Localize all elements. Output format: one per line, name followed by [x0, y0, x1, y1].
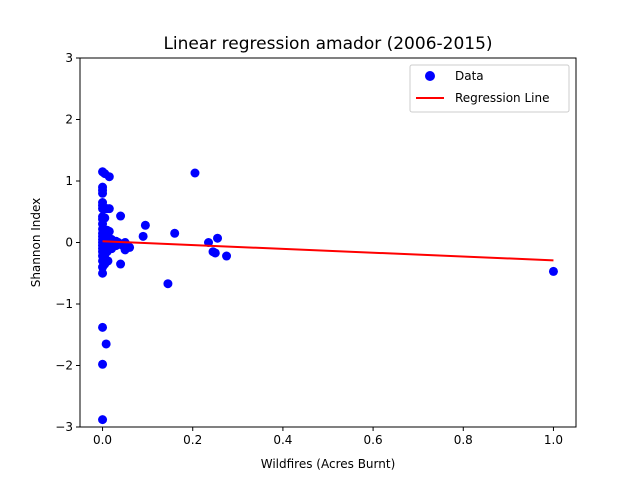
chart-title: Linear regression amador (2006-2015): [163, 34, 492, 54]
data-point: [222, 251, 232, 261]
data-point: [103, 256, 113, 266]
y-tick-label: 0: [65, 236, 73, 250]
legend-label-regression: Regression Line: [455, 91, 549, 105]
legend-marker-data: [425, 71, 435, 81]
y-tick-label: 2: [65, 113, 73, 127]
data-point: [98, 268, 108, 278]
data-point: [116, 211, 126, 221]
data-point: [170, 228, 180, 238]
data-point: [104, 204, 114, 214]
legend: Data Regression Line: [409, 64, 570, 113]
x-tick-label: 0.8: [454, 433, 473, 447]
data-point: [98, 188, 108, 198]
data-point: [100, 213, 110, 223]
x-axis: 0.0 0.2 0.4 0.6 0.8 1.0: [93, 427, 563, 447]
y-tick-label: 1: [65, 174, 73, 188]
x-axis-label: Wildfires (Acres Burnt): [261, 457, 396, 471]
y-axis-label: Shannon Index: [29, 198, 43, 288]
legend-box: [409, 64, 570, 113]
data-point: [190, 168, 200, 178]
y-tick-label: 3: [65, 51, 73, 65]
data-point: [98, 415, 108, 425]
data-point: [101, 339, 111, 349]
regression-line: [102, 240, 554, 262]
y-tick-label: −3: [55, 420, 73, 434]
data-point: [163, 279, 173, 289]
y-tick-label: −1: [55, 297, 73, 311]
data-point: [104, 226, 114, 236]
x-tick-label: 0.6: [364, 433, 383, 447]
x-tick-label: 1.0: [544, 433, 563, 447]
y-axis: −3 −2 −1 0 1 2 3: [55, 51, 80, 434]
data-point: [116, 259, 126, 269]
x-tick-label: 0.2: [183, 433, 202, 447]
x-tick-label: 0.4: [273, 433, 292, 447]
data-point: [98, 359, 108, 369]
data-point: [104, 172, 114, 182]
data-point: [210, 248, 220, 258]
data-point: [138, 231, 148, 241]
data-point: [140, 220, 150, 230]
data-point: [213, 233, 223, 243]
x-tick-label: 0.0: [93, 433, 112, 447]
data-point: [548, 266, 558, 276]
plot-content: [98, 167, 558, 425]
legend-label-data: Data: [455, 69, 484, 83]
data-point: [98, 322, 108, 332]
data-point: [125, 242, 135, 252]
y-tick-label: −2: [55, 359, 73, 373]
